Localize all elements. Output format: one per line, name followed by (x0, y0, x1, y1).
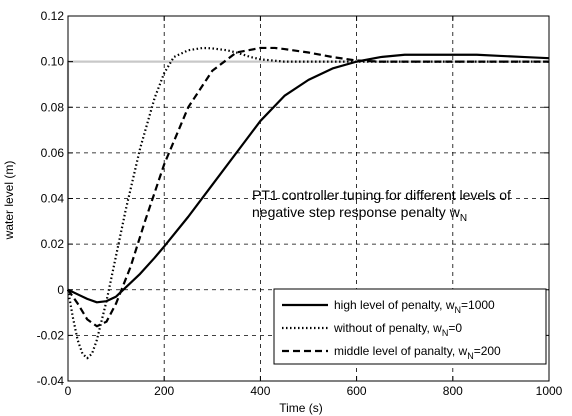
y-tick-label: 0.12 (41, 9, 65, 23)
y-tick-label: 0.04 (41, 192, 65, 206)
x-tick-label: 600 (347, 384, 367, 398)
legend: high level of penalty, wN=1000 without of… (273, 288, 547, 365)
annotation-line-2-sub: N (460, 213, 467, 224)
y-tick-label: 0.06 (41, 146, 65, 160)
legend-label: middle level of panalty, wN=200 (334, 344, 501, 361)
chart-annotation: PT1 controller tuning for different leve… (252, 187, 511, 224)
y-tick-label: 0 (57, 283, 64, 297)
x-tick-label: 800 (443, 384, 463, 398)
legend-label: without of penalty, wN=0 (333, 321, 462, 338)
axis-ticks: 0 200 400 600 800 1000 -0.04 -0.02 0 0.02 0.04 0.06… (37, 9, 563, 398)
annotation-line-2: negative step response penalty wN (252, 204, 467, 224)
y-axis-label: water level (m) (2, 161, 16, 241)
y-tick-label: -0.02 (37, 328, 65, 342)
annotation-line-2-main: negative step response penalty w (252, 204, 461, 220)
annotation-line-1: PT1 controller tuning for different leve… (252, 187, 511, 203)
x-tick-label: 200 (154, 384, 174, 398)
y-tick-label: 0.08 (41, 100, 65, 114)
y-tick-label: 0.02 (41, 237, 65, 251)
legend-label: high level of penalty, wN=1000 (334, 298, 495, 315)
x-tick-label: 0 (65, 384, 72, 398)
x-axis-label: Time (s) (279, 401, 323, 415)
y-tick-label: -0.04 (37, 374, 65, 388)
series-line-high-penalty (67, 53, 550, 304)
x-tick-label: 1000 (536, 384, 563, 398)
x-tick-label: 400 (250, 384, 270, 398)
y-tick-label: 0.10 (41, 55, 65, 69)
